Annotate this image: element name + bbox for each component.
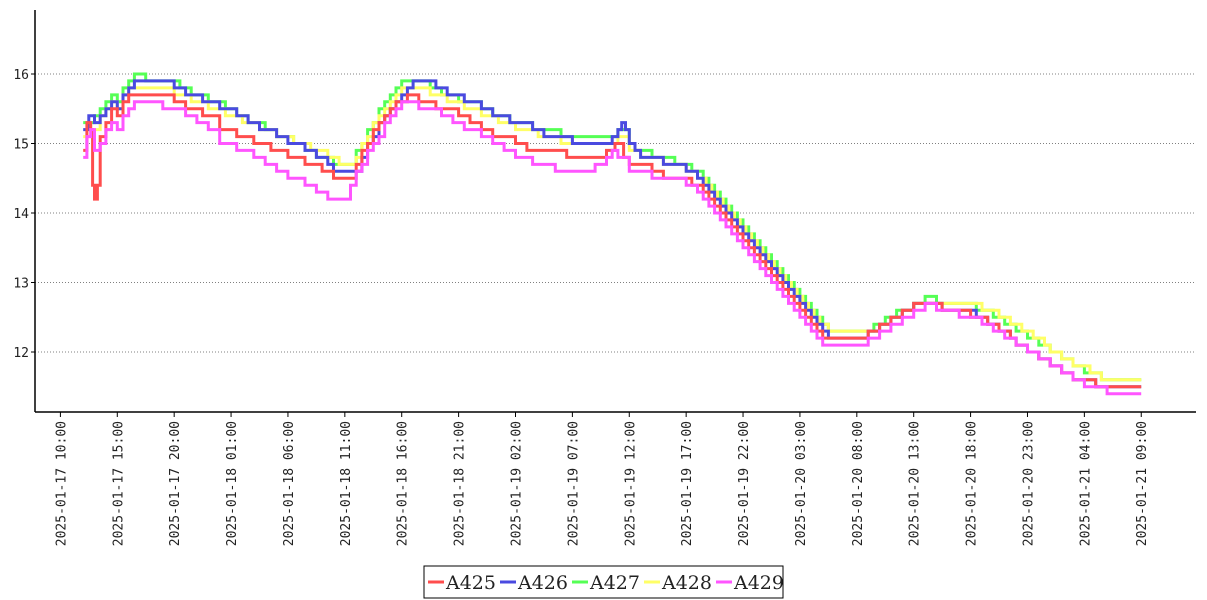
x-tick-label: 2025-01-21 04:00 — [1078, 421, 1093, 546]
series-line-a429 — [83, 100, 1142, 396]
x-tick-label: 2025-01-18 21:00 — [453, 421, 468, 546]
x-tick-label: 2025-01-20 18:00 — [965, 421, 980, 546]
x-tick-label: 2025-01-20 13:00 — [908, 421, 923, 546]
y-tick-label: 13 — [13, 277, 29, 292]
x-tick-label: 2025-01-20 08:00 — [851, 421, 866, 546]
x-tick-label: 2025-01-17 10:00 — [54, 421, 69, 546]
x-tick-label: 2025-01-19 12:00 — [623, 421, 638, 546]
series-layer — [83, 72, 1142, 396]
x-axis-ticks: 2025-01-17 10:00 2025-01-17 15:00 2025-01-… — [54, 412, 1150, 546]
x-tick-label: 2025-01-20 23:00 — [1021, 421, 1036, 546]
legend-label: A428 — [661, 572, 712, 594]
x-tick-label: 2025-01-19 07:00 — [566, 421, 581, 546]
x-tick-label: 2025-01-19 22:00 — [737, 421, 752, 546]
x-tick-label: 2025-01-18 16:00 — [396, 421, 411, 546]
x-tick-label: 2025-01-18 01:00 — [225, 421, 240, 546]
x-tick-label: 2025-01-18 11:00 — [339, 421, 354, 546]
x-tick-label: 2025-01-17 20:00 — [168, 421, 183, 546]
y-tick-label: 14 — [13, 207, 29, 222]
x-tick-label: 2025-01-20 03:00 — [794, 421, 809, 546]
legend-label: A426 — [517, 572, 568, 594]
legend-label: A427 — [589, 572, 640, 594]
legend: A425 A426 A427 A428 A429 — [423, 565, 784, 599]
x-tick-label: 2025-01-18 06:00 — [282, 421, 297, 546]
x-tick-label: 2025-01-19 17:00 — [680, 421, 695, 546]
x-tick-label: 2025-01-19 02:00 — [509, 421, 524, 546]
legend-label: A429 — [733, 572, 784, 594]
axes — [34, 10, 1196, 413]
y-axis-ticks: 12 13 14 15 16 — [13, 68, 35, 361]
x-tick-label: 2025-01-21 09:00 — [1135, 421, 1150, 546]
x-tick-label: 2025-01-17 15:00 — [111, 421, 126, 546]
series-line-a428 — [83, 86, 1142, 382]
y-tick-label: 16 — [13, 68, 29, 83]
y-tick-label: 12 — [13, 346, 29, 361]
legend-label: A425 — [445, 572, 496, 594]
y-tick-label: 15 — [13, 138, 29, 153]
series-line-a426 — [83, 79, 1142, 389]
